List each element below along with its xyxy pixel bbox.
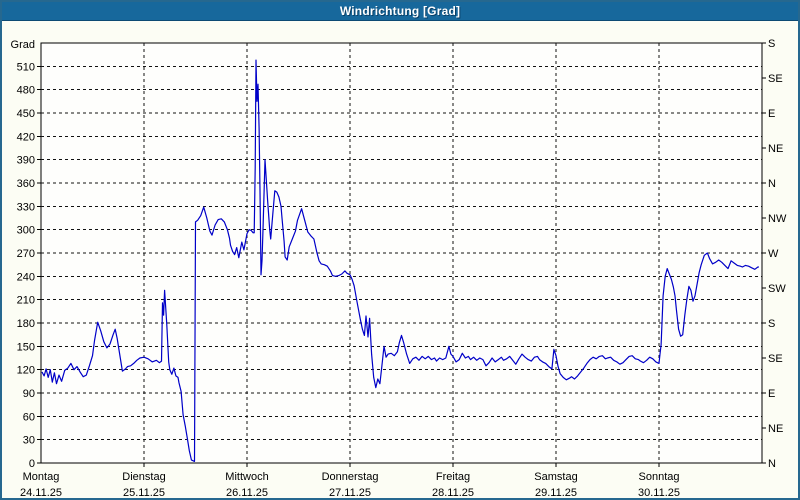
compass-label: NE xyxy=(768,423,783,435)
compass-label: S xyxy=(768,318,775,330)
y-left-tick-label: 0 xyxy=(29,458,35,470)
y-left-tick-label: 510 xyxy=(17,61,35,73)
x-axis-day-label: Montag xyxy=(23,471,60,483)
x-axis-date-label: 25.11.25 xyxy=(123,487,165,499)
y-left-tick-label: 120 xyxy=(17,365,35,377)
compass-label: N xyxy=(768,458,776,470)
x-axis-day-label: Samstag xyxy=(534,471,577,483)
compass-label: NW xyxy=(768,213,787,225)
x-axis-date-label: 24.11.25 xyxy=(20,487,62,499)
compass-label: E xyxy=(768,108,775,120)
x-axis-date-label: 29.11.25 xyxy=(535,487,577,499)
x-axis-day-label: Mittwoch xyxy=(225,471,268,483)
compass-label: N xyxy=(768,178,776,190)
wind-direction-line xyxy=(41,59,759,462)
compass-label: S xyxy=(768,38,775,50)
y-left-tick-label: 180 xyxy=(17,318,35,330)
x-axis-day-label: Dienstag xyxy=(122,471,165,483)
y-left-tick-label: 420 xyxy=(17,131,35,143)
compass-label: SW xyxy=(768,283,786,295)
x-axis-date-label: 27.11.25 xyxy=(329,487,371,499)
compass-label: NE xyxy=(768,143,783,155)
y-left-tick-label: 150 xyxy=(17,341,35,353)
window-title: Windrichtung [Grad] xyxy=(339,4,461,18)
x-axis-day-label: Sonntag xyxy=(639,471,680,483)
x-axis-day-label: Donnerstag xyxy=(322,471,379,483)
y-left-tick-label: 300 xyxy=(17,225,35,237)
compass-label: SE xyxy=(768,353,783,365)
y-left-unit-label: Grad xyxy=(11,39,35,51)
window-titlebar: Windrichtung [Grad] xyxy=(2,2,798,21)
x-axis-date-label: 26.11.25 xyxy=(226,487,268,499)
y-left-tick-label: 240 xyxy=(17,271,35,283)
y-left-tick-label: 480 xyxy=(17,85,35,97)
compass-label: SE xyxy=(768,73,783,85)
y-left-tick-label: 450 xyxy=(17,108,35,120)
y-left-tick-label: 360 xyxy=(17,178,35,190)
y-left-tick-label: 270 xyxy=(17,248,35,260)
x-axis-date-label: 30.11.25 xyxy=(638,487,680,499)
y-left-tick-label: 390 xyxy=(17,155,35,167)
x-axis-day-label: Freitag xyxy=(436,471,470,483)
x-axis-date-label: 28.11.25 xyxy=(432,487,474,499)
compass-label: E xyxy=(768,388,775,400)
y-left-tick-label: 30 xyxy=(23,435,35,447)
y-left-tick-label: 330 xyxy=(17,201,35,213)
y-left-tick-label: 60 xyxy=(23,411,35,423)
y-left-tick-label: 90 xyxy=(23,388,35,400)
y-left-tick-label: 210 xyxy=(17,295,35,307)
compass-label: W xyxy=(768,248,779,260)
